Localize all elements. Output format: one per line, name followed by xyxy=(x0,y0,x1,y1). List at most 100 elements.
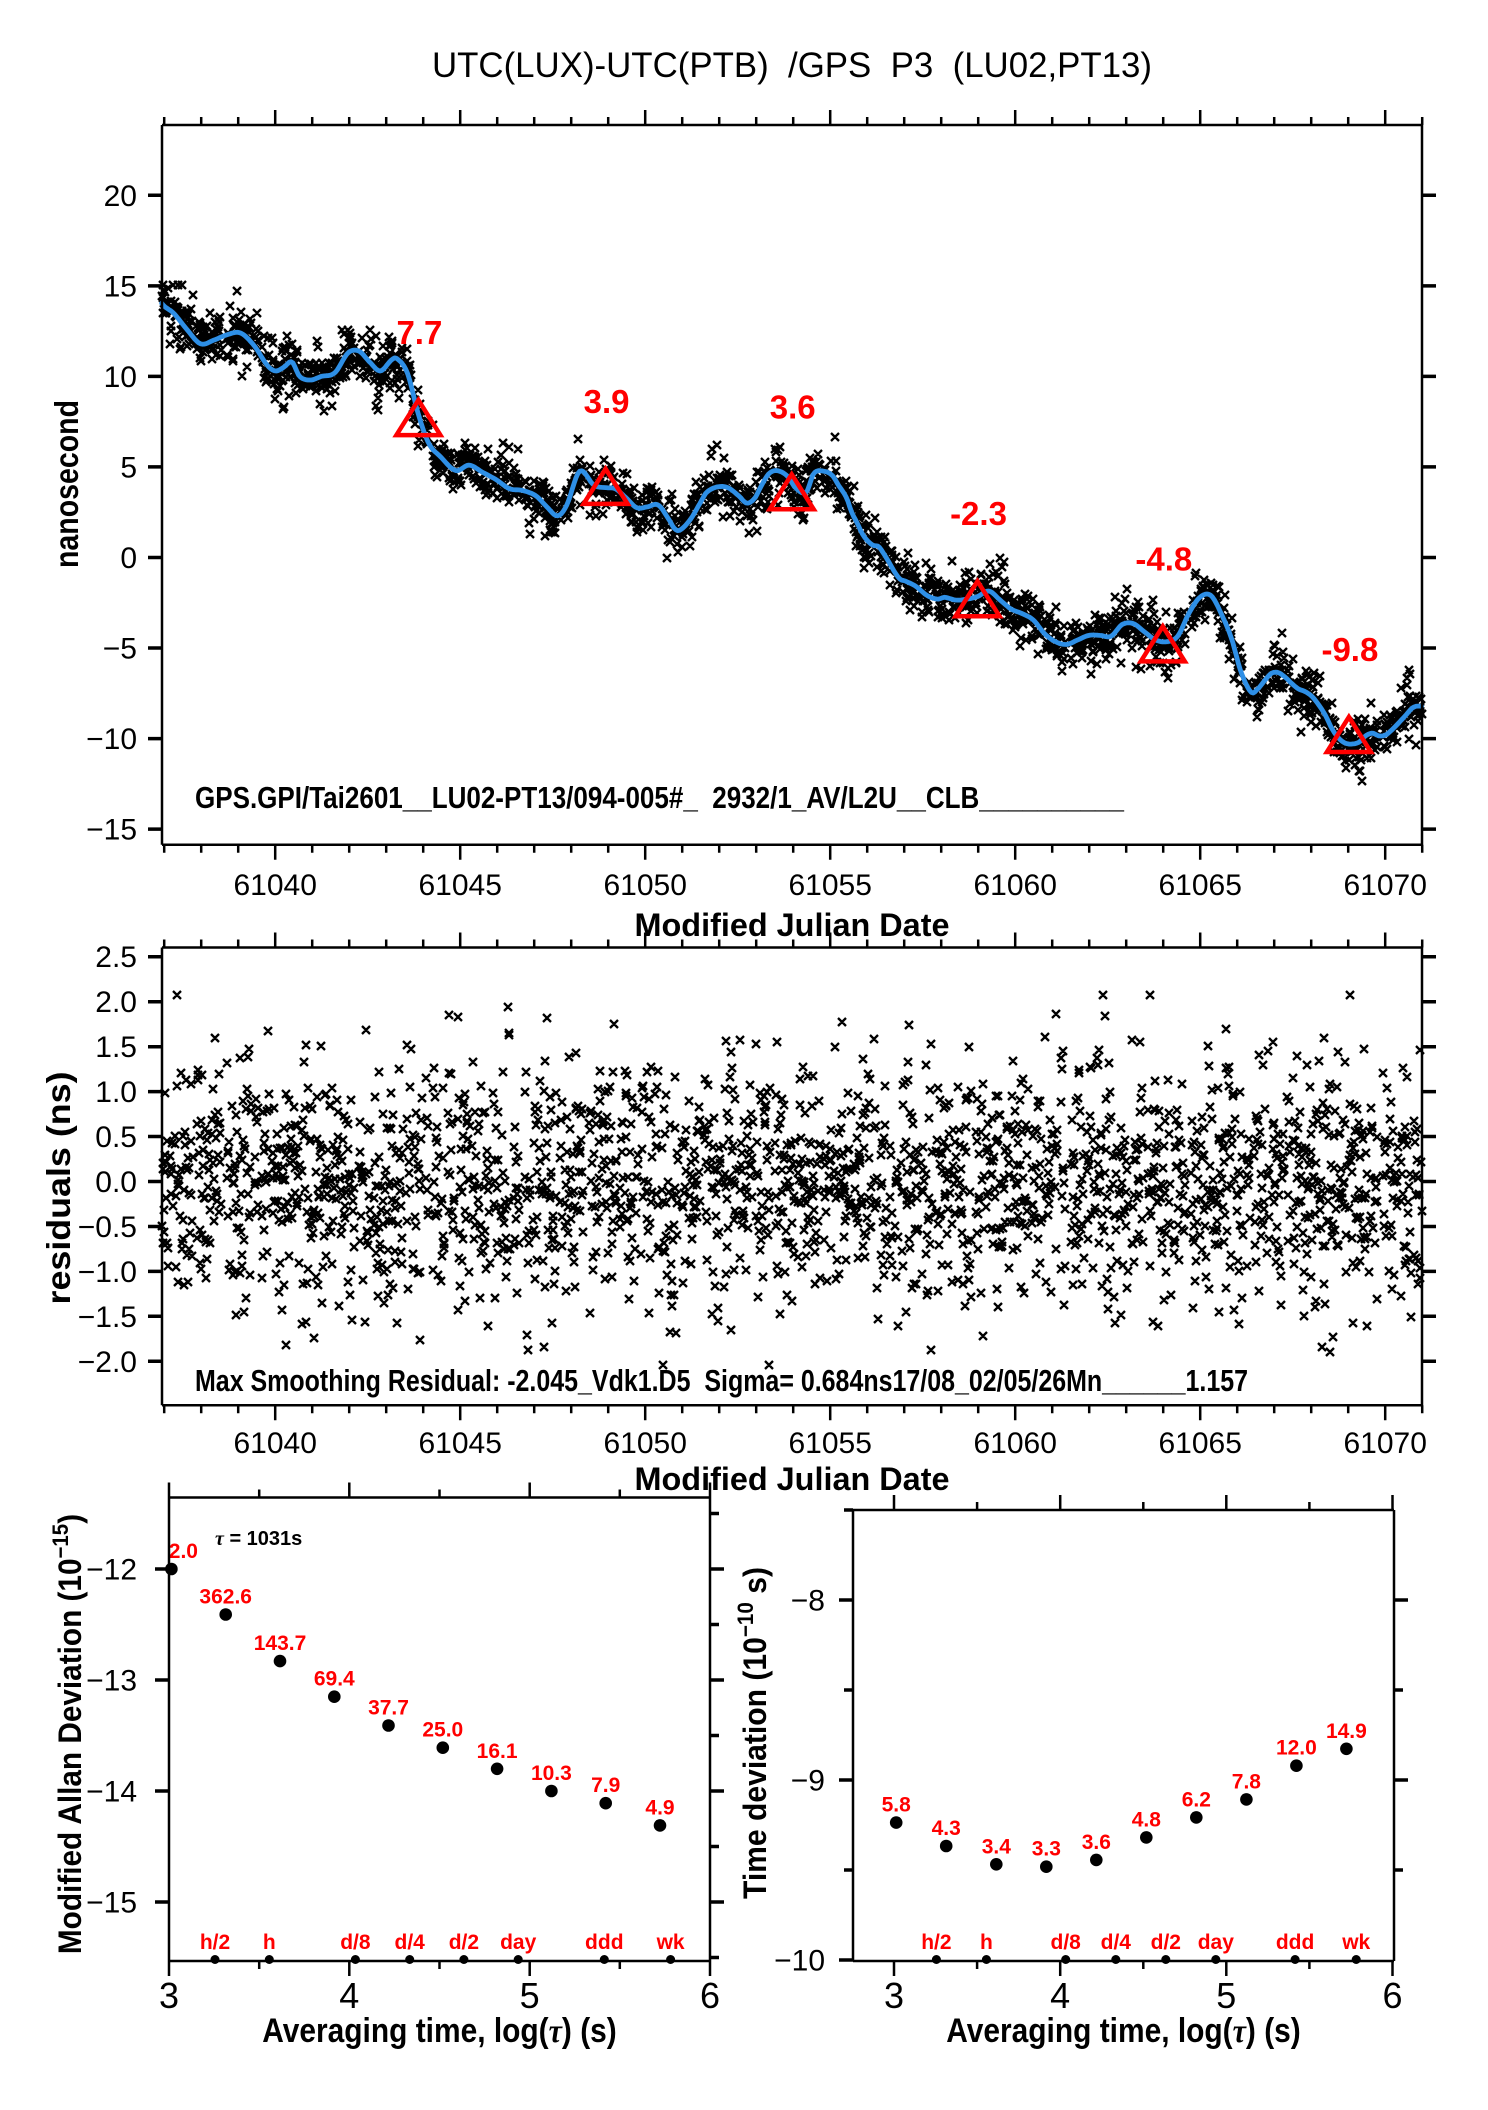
svg-text:day: day xyxy=(1198,1931,1235,1954)
svg-text:−1.0: −1.0 xyxy=(78,1256,137,1289)
svg-text:20: 20 xyxy=(104,180,137,213)
svg-text:wk: wk xyxy=(1341,1931,1370,1954)
svg-text:−15: −15 xyxy=(86,814,137,847)
svg-text:10: 10 xyxy=(104,361,137,394)
svg-text:3.3: 3.3 xyxy=(1032,1838,1061,1861)
svg-text:2.5: 2.5 xyxy=(95,941,137,974)
svg-text:61050: 61050 xyxy=(603,1427,686,1460)
svg-text:4: 4 xyxy=(1050,1975,1070,2016)
svg-text:ddd: ddd xyxy=(585,1931,623,1954)
svg-text:6: 6 xyxy=(700,1975,720,2016)
svg-text:5: 5 xyxy=(1216,1975,1236,2016)
svg-text:−15: −15 xyxy=(86,1887,137,1920)
svg-text:61055: 61055 xyxy=(788,869,871,902)
svg-text:−9: −9 xyxy=(791,1765,825,1798)
svg-text:GPS.GPI/Tai2601__LU02-PT13/094: GPS.GPI/Tai2601__LU02-PT13/094-005#_ 293… xyxy=(195,780,1125,815)
svg-text:61060: 61060 xyxy=(973,1427,1056,1460)
svg-text:61065: 61065 xyxy=(1158,1427,1241,1460)
svg-text:d/4: d/4 xyxy=(395,1931,426,1954)
svg-text:−2.0: −2.0 xyxy=(78,1346,137,1379)
svg-text:5.8: 5.8 xyxy=(882,1794,912,1817)
svg-text:5: 5 xyxy=(520,1975,540,2016)
svg-text:16.1: 16.1 xyxy=(477,1740,518,1763)
svg-text:1.5: 1.5 xyxy=(95,1031,137,1064)
svg-text:14.9: 14.9 xyxy=(1326,1720,1367,1743)
svg-text:d/4: d/4 xyxy=(1101,1931,1132,1954)
svg-text:69.4: 69.4 xyxy=(314,1668,355,1691)
svg-text:Modified Julian Date: Modified Julian Date xyxy=(635,1461,950,1497)
svg-text:1.0: 1.0 xyxy=(95,1076,137,1109)
svg-text:6.2: 6.2 xyxy=(1182,1788,1211,1811)
svg-text:3.4: 3.4 xyxy=(982,1835,1012,1858)
svg-text:5: 5 xyxy=(120,451,137,484)
svg-text:d/2: d/2 xyxy=(449,1931,479,1954)
svg-text:61070: 61070 xyxy=(1343,869,1426,902)
svg-text:4.8: 4.8 xyxy=(1132,1808,1162,1831)
svg-text:Time deviation (10−10 s): Time deviation (10−10 s) xyxy=(733,1567,773,1899)
svg-text:h/2: h/2 xyxy=(200,1931,230,1954)
svg-text:0: 0 xyxy=(120,542,137,575)
svg-text:12.0: 12.0 xyxy=(1276,1737,1317,1760)
svg-text:Modified Julian Date: Modified Julian Date xyxy=(635,907,950,943)
svg-text:61045: 61045 xyxy=(418,1427,501,1460)
svg-text:7.8: 7.8 xyxy=(1232,1770,1262,1793)
svg-text:7.9: 7.9 xyxy=(591,1774,620,1797)
svg-text:3: 3 xyxy=(159,1975,179,2016)
svg-text:Max Smoothing Residual: -2.045: Max Smoothing Residual: -2.045_Vdk1.D5 S… xyxy=(195,1363,1248,1398)
svg-text:-4.8: -4.8 xyxy=(1135,540,1192,577)
svg-text:4.3: 4.3 xyxy=(932,1817,961,1840)
svg-text:3: 3 xyxy=(884,1975,904,2016)
svg-text:d/8: d/8 xyxy=(1051,1931,1082,1954)
svg-text:61055: 61055 xyxy=(788,1427,871,1460)
svg-text:−10: −10 xyxy=(86,723,137,756)
svg-text:h: h xyxy=(980,1931,993,1954)
svg-text:day: day xyxy=(500,1931,537,1954)
svg-text:−10: −10 xyxy=(774,1945,825,1978)
svg-text:3.6: 3.6 xyxy=(1082,1831,1111,1854)
svg-text:4: 4 xyxy=(339,1975,359,2016)
svg-text:61070: 61070 xyxy=(1343,1427,1426,1460)
svg-text:3.9: 3.9 xyxy=(584,383,630,420)
svg-text:10.3: 10.3 xyxy=(531,1762,572,1785)
svg-text:ddd: ddd xyxy=(1276,1931,1314,1954)
svg-text:6: 6 xyxy=(1382,1975,1402,2016)
svg-text:143.7: 143.7 xyxy=(254,1632,307,1655)
svg-text:0.0: 0.0 xyxy=(95,1166,137,1199)
svg-text:−5: −5 xyxy=(103,633,137,666)
svg-text:d/2: d/2 xyxy=(1151,1931,1181,1954)
svg-text:2.0: 2.0 xyxy=(169,1540,198,1563)
svg-text:Averaging time, log(τ) (s): Averaging time, log(τ) (s) xyxy=(262,2011,617,2049)
svg-text:362.6: 362.6 xyxy=(199,1586,252,1609)
svg-text:37.7: 37.7 xyxy=(368,1697,409,1720)
svg-text:Averaging time, log(τ) (s): Averaging time, log(τ) (s) xyxy=(946,2011,1301,2049)
svg-text:−12: −12 xyxy=(86,1554,137,1587)
svg-text:−13: −13 xyxy=(86,1665,137,1698)
svg-text:61060: 61060 xyxy=(973,869,1056,902)
svg-text:τ = 1031s: τ = 1031s xyxy=(215,1528,302,1550)
svg-text:4.9: 4.9 xyxy=(645,1796,674,1819)
svg-text:Modified Allan Deviation (10−1: Modified Allan Deviation (10−15) xyxy=(48,1514,88,1954)
svg-text:0.5: 0.5 xyxy=(95,1121,137,1154)
svg-text:h: h xyxy=(263,1931,276,1954)
svg-text:residuals (ns): residuals (ns) xyxy=(40,1072,77,1305)
svg-text:−0.5: −0.5 xyxy=(78,1211,137,1244)
svg-text:nanosecond: nanosecond xyxy=(48,400,85,568)
svg-text:61040: 61040 xyxy=(233,1427,316,1460)
svg-text:UTC(LUX)-UTC(PTB) /GPS P3 (: UTC(LUX)-UTC(PTB) /GPS P3 (LU02,PT13) xyxy=(432,46,1152,85)
svg-text:-2.3: -2.3 xyxy=(950,495,1007,532)
svg-text:61050: 61050 xyxy=(603,869,686,902)
svg-text:7.7: 7.7 xyxy=(396,314,442,351)
svg-text:61065: 61065 xyxy=(1158,869,1241,902)
svg-text:-9.8: -9.8 xyxy=(1321,631,1378,668)
svg-text:d/8: d/8 xyxy=(340,1931,371,1954)
svg-text:25.0: 25.0 xyxy=(422,1719,463,1742)
svg-text:−14: −14 xyxy=(86,1776,137,1809)
svg-text:15: 15 xyxy=(104,270,137,303)
svg-text:61045: 61045 xyxy=(418,869,501,902)
svg-text:h/2: h/2 xyxy=(921,1931,951,1954)
svg-text:wk: wk xyxy=(656,1931,685,1954)
svg-text:2.0: 2.0 xyxy=(95,986,137,1019)
svg-text:−1.5: −1.5 xyxy=(78,1301,137,1334)
svg-text:3.6: 3.6 xyxy=(770,388,816,425)
svg-text:−8: −8 xyxy=(791,1585,825,1618)
